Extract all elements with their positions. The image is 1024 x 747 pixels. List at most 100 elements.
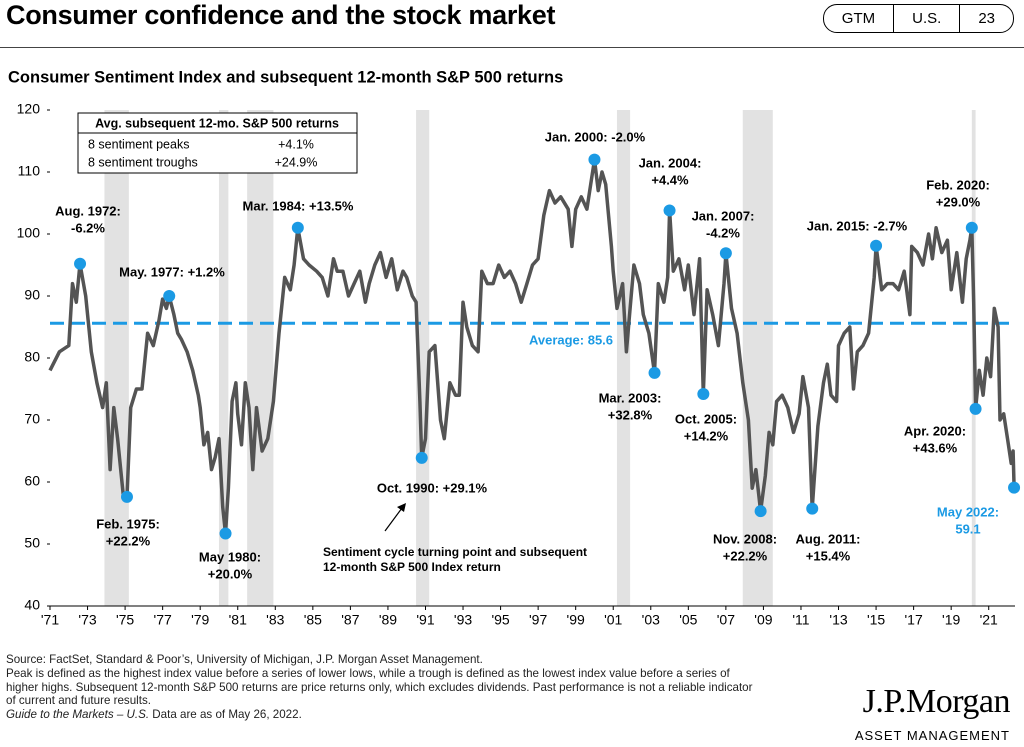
y-tick-label: 60 xyxy=(24,473,40,489)
peak-trough-dot xyxy=(588,153,601,166)
peak-trough-dot xyxy=(219,527,232,540)
marker-label: +15.4% xyxy=(806,548,851,563)
peak-trough-dot xyxy=(1008,481,1021,494)
chart: Consumer Sentiment Index and subsequent … xyxy=(8,68,1021,628)
inset-header: Avg. subsequent 12-mo. S&P 500 returns xyxy=(95,116,339,130)
x-tick-label: '79 xyxy=(191,612,209,628)
annotation-arrow xyxy=(384,507,403,532)
tab[interactable]: U.S. xyxy=(893,5,959,32)
recession-band xyxy=(218,110,229,606)
marker-label: Jan. 2007: xyxy=(692,208,755,223)
x-tick-label: '77 xyxy=(154,612,172,628)
x-tick-label: '85 xyxy=(304,612,322,628)
x-tick-label: '13 xyxy=(829,612,847,628)
logo: J.P.Morgan xyxy=(862,683,1011,720)
average-label: Average: 85.6 xyxy=(529,333,613,348)
marker-label: +4.4% xyxy=(651,172,689,187)
marker-label: +22.2% xyxy=(106,533,151,548)
marker-label: Mar. 2003: xyxy=(599,390,662,405)
x-tick-label: '87 xyxy=(341,612,359,628)
peak-trough-dot xyxy=(754,505,767,518)
marker-label: -4.2% xyxy=(706,225,740,240)
marker-label: Aug. 2011: xyxy=(795,531,860,546)
marker-label: Nov. 2008: xyxy=(713,531,777,546)
x-tick-label: '99 xyxy=(567,612,585,628)
marker-label: -6.2% xyxy=(71,220,105,235)
x-tick-label: '97 xyxy=(529,612,547,628)
inset-table xyxy=(77,112,358,174)
header-rule xyxy=(0,47,1024,48)
x-tick-label: '89 xyxy=(379,612,397,628)
marker-label: May 1980: xyxy=(199,549,261,564)
inset-row-value: +4.1% xyxy=(278,137,314,151)
marker-label: +29.0% xyxy=(936,194,981,209)
peak-trough-dot xyxy=(719,247,732,260)
y-tick-label: 110 xyxy=(18,163,41,179)
x-tick-label: '11 xyxy=(792,612,809,628)
tab[interactable]: GTM xyxy=(841,10,876,27)
annotation-text: 12-month S&P 500 Index return xyxy=(323,560,501,574)
arrow-head xyxy=(397,503,406,512)
peak-trough-dot xyxy=(870,239,883,252)
chart-title: Consumer Sentiment Index and subsequent … xyxy=(8,68,563,86)
marker-label: Oct. 1990: +29.1% xyxy=(377,480,488,495)
marker-label: Aug. 1972: xyxy=(55,203,121,218)
y-tick-label: 80 xyxy=(24,349,40,365)
x-tick-label: '17 xyxy=(904,612,922,628)
marker-label: +32.8% xyxy=(608,407,653,422)
marker-label: Feb. 2020: xyxy=(926,177,990,192)
marker-label: Oct. 2005: xyxy=(675,411,737,426)
marker-label: Jan. 2000: -2.0% xyxy=(545,129,646,144)
marker-label: Mar. 1984: +13.5% xyxy=(243,198,354,213)
peak-trough-dot xyxy=(415,451,428,464)
y-tick-label: 120 xyxy=(17,101,41,117)
recession-band xyxy=(247,110,274,606)
marker-label: Feb. 1975: xyxy=(96,516,160,531)
peak-trough-dot xyxy=(648,366,661,379)
x-tick-label: '71 xyxy=(41,612,59,628)
peak-trough-dot xyxy=(965,221,978,234)
marker-label: May 2022: xyxy=(937,504,999,519)
footer-line: Peak is defined as the highest index val… xyxy=(6,666,730,680)
marker-label: +43.6% xyxy=(913,440,958,455)
x-tick-label: '93 xyxy=(454,612,472,628)
peak-trough-dot xyxy=(697,387,710,400)
marker-label: 59.1 xyxy=(955,521,980,536)
footer: Source: FactSet, Standard & Poor’s, Univ… xyxy=(6,653,753,722)
y-tick-label: 40 xyxy=(24,597,40,613)
peak-trough-dot xyxy=(74,257,87,270)
marker-label: May. 1977: +1.2% xyxy=(119,264,225,279)
marker-label: +14.2% xyxy=(684,428,729,443)
marker-label: Jan. 2004: xyxy=(639,155,702,170)
recession-band xyxy=(742,110,773,606)
x-tick-label: '03 xyxy=(642,612,660,628)
marker-label: +22.2% xyxy=(723,548,768,563)
peak-trough-dot xyxy=(969,402,982,415)
peak-trough-dot xyxy=(806,502,819,515)
footer-line: Guide to the Markets – U.S. Data are as … xyxy=(6,708,753,722)
y-tick-label: 90 xyxy=(24,287,40,303)
y-tick-label: 70 xyxy=(24,411,40,427)
x-tick-label: '73 xyxy=(78,612,96,628)
x-tick-label: '01 xyxy=(604,612,622,628)
recession-band xyxy=(104,110,129,606)
marker-label: Jan. 2015: -2.7% xyxy=(807,218,908,233)
y-tick-label: 100 xyxy=(17,225,41,241)
annotation-text: Sentiment cycle turning point and subseq… xyxy=(323,545,587,559)
peak-trough-dot xyxy=(291,221,304,234)
tabs: GTM U.S. 23 xyxy=(822,4,1014,33)
x-tick-label: '75 xyxy=(116,612,134,628)
guide-title: Guide to the Markets – U.S. xyxy=(6,708,150,722)
y-tick-label: 50 xyxy=(24,535,40,551)
x-tick-label: '83 xyxy=(266,612,284,628)
inset-row-label: 8 sentiment troughs xyxy=(88,155,198,169)
inset-row-label: 8 sentiment peaks xyxy=(88,137,189,151)
tab[interactable]: 23 xyxy=(959,5,1013,32)
footer-line: higher highs. Subsequent 12-month S&P 50… xyxy=(6,680,753,694)
peak-trough-dot xyxy=(163,290,176,302)
x-tick-label: '09 xyxy=(754,612,772,628)
footer-line: Source: FactSet, Standard & Poor’s, Univ… xyxy=(6,653,483,666)
marker-label: Apr. 2020: xyxy=(904,423,966,438)
peak-trough-dot xyxy=(120,490,133,503)
